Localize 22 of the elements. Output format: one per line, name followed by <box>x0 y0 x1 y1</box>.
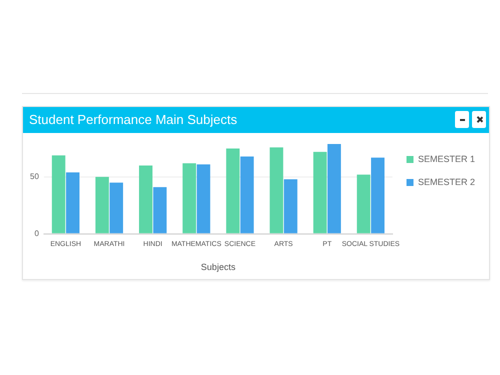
bar <box>371 158 385 234</box>
bar <box>356 174 370 234</box>
legend-label: SEMESTER 2 <box>418 176 475 187</box>
legend-label: SEMESTER 1 <box>418 154 475 164</box>
bar <box>270 147 284 234</box>
y-tick-label: 50 <box>30 172 40 182</box>
bar <box>52 155 66 234</box>
bar <box>66 172 80 234</box>
bar <box>327 144 341 234</box>
bar <box>284 179 298 234</box>
bar <box>313 152 327 234</box>
x-axis-title: Subjects <box>200 262 236 272</box>
chart-title: Student Performance Main Subjects <box>29 112 238 127</box>
bar <box>95 176 109 234</box>
bar <box>153 187 167 234</box>
bar <box>139 166 152 234</box>
bar <box>196 164 210 234</box>
bar <box>110 182 124 234</box>
y-tick-label: 0 <box>34 229 40 238</box>
bar <box>182 163 196 234</box>
bar <box>226 148 240 234</box>
bar <box>240 156 254 234</box>
